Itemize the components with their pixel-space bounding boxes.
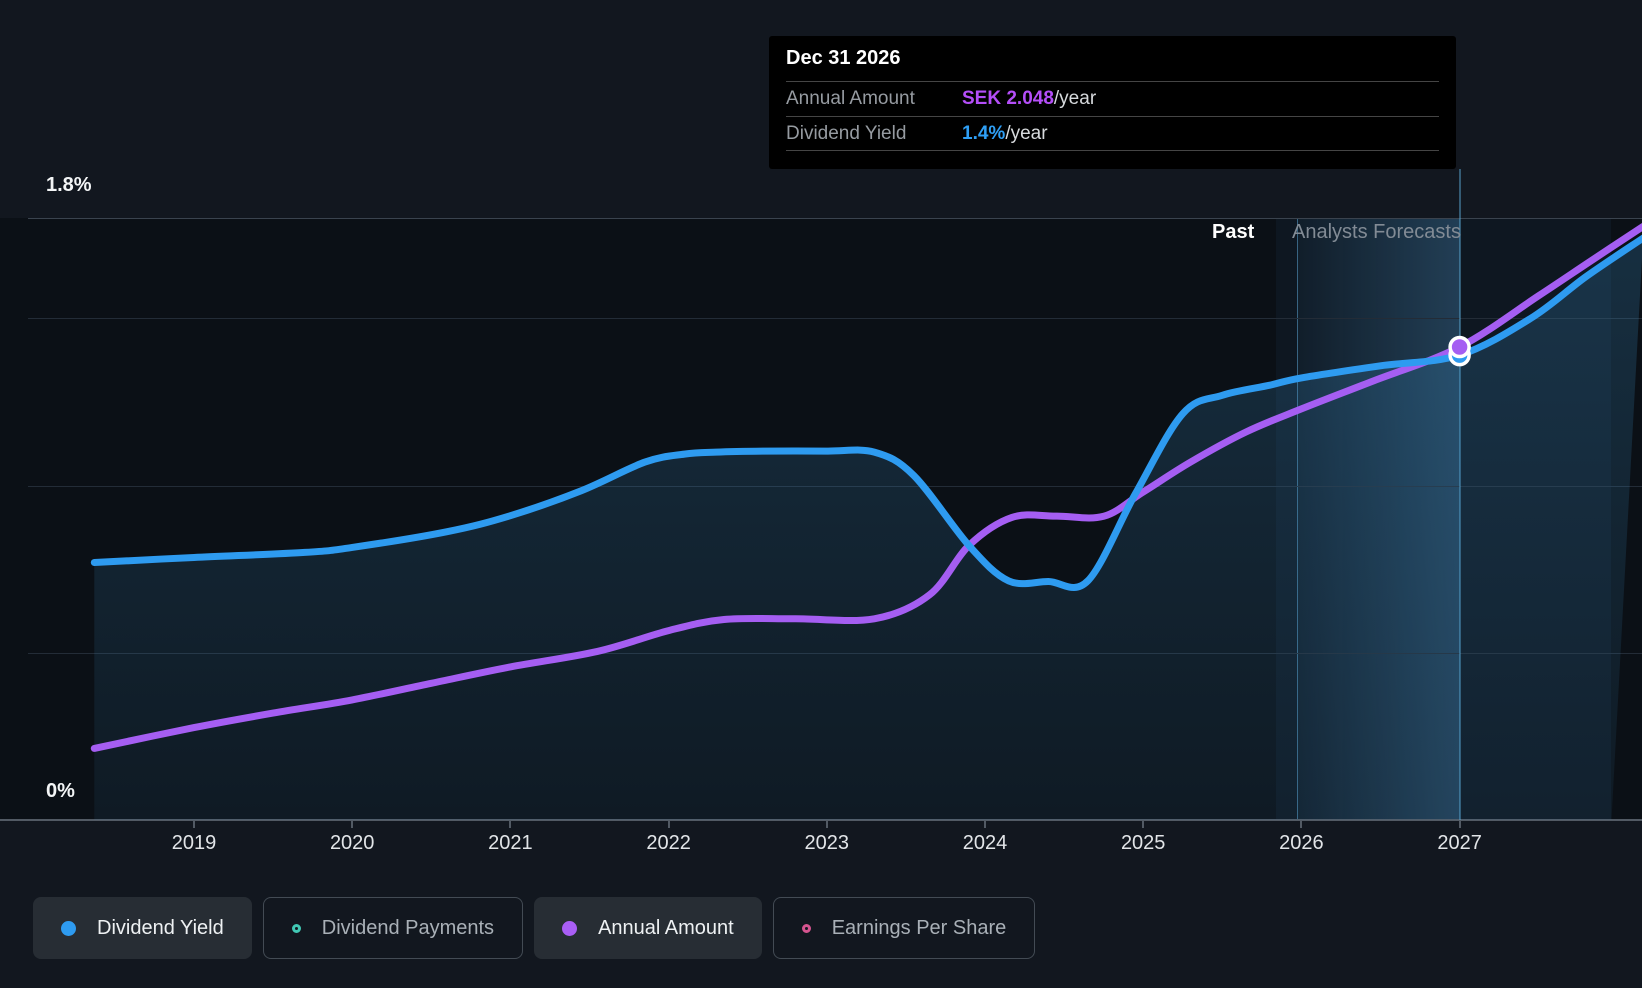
legend-earnings-per-share-button[interactable]: Earnings Per Share (772, 897, 1036, 959)
gridline-1-8pct (28, 218, 1642, 219)
legend-label: Earnings Per Share (831, 916, 1007, 939)
x-tick-2020: 2020 (329, 832, 375, 854)
tooltip-value: SEK 2.048 (962, 88, 1054, 109)
forecast-highlight-band (1296, 218, 1460, 820)
tooltip-row-dividend-yield: Dividend Yield 1.4% /year (786, 116, 1439, 151)
x-tick-2027: 2027 (1437, 832, 1482, 854)
gridline-0-5pct (28, 653, 1642, 654)
tooltip-suffix: /year (1053, 88, 1097, 109)
earnings-per-share-ring-icon (801, 923, 811, 933)
legend-annual-amount-button[interactable]: Annual Amount (534, 897, 762, 959)
x-tick-2019: 2019 (171, 832, 217, 854)
legend-dividend-payments-button[interactable]: Dividend Payments (262, 897, 524, 959)
legend: Dividend Yield Dividend Payments Annual … (33, 897, 1036, 959)
tooltip-label: Annual Amount (786, 88, 915, 109)
hover-tooltip: Dec 31 2026 Annual Amount SEK 2.048 /yea… (769, 36, 1456, 169)
axis-tickmark (825, 821, 828, 828)
tooltip-label: Dividend Yield (786, 122, 907, 144)
x-tick-2025: 2025 (1120, 832, 1166, 854)
x-tick-2021: 2021 (488, 832, 533, 854)
dividend-payments-ring-icon (291, 923, 301, 933)
x-tick-2022: 2022 (646, 832, 691, 854)
x-axis-line (0, 819, 1642, 821)
past-label: Past (1212, 221, 1255, 243)
legend-label: Dividend Payments (321, 916, 495, 939)
annual-amount-dot-icon (562, 920, 578, 936)
legend-label: Dividend Yield (97, 916, 224, 939)
axis-tickmark (509, 821, 512, 828)
x-tick-2026: 2026 (1279, 832, 1324, 854)
axis-tickmark (984, 821, 986, 828)
crosshair-line (1458, 169, 1461, 820)
axis-tickmark (193, 821, 195, 828)
gridline-1-0pct (28, 486, 1642, 487)
y-axis-label-zero: 0% (46, 780, 75, 802)
legend-label: Annual Amount (598, 916, 734, 939)
axis-tickmark (1142, 821, 1145, 828)
y-axis-label-max: 1.8% (46, 174, 92, 196)
gridline-1-5pct (28, 318, 1642, 319)
legend-dividend-yield-button[interactable]: Dividend Yield (33, 897, 252, 959)
axis-tickmark (351, 821, 354, 828)
tooltip-date: Dec 31 2026 (786, 47, 901, 69)
axis-tickmark (1458, 821, 1461, 828)
tooltip-value: 1.4% (962, 122, 1006, 144)
analysts-forecasts-label: Analysts Forecasts (1292, 221, 1461, 243)
x-tick-2024: 2024 (962, 832, 1008, 854)
tooltip-row-annual-amount: Annual Amount SEK 2.048 /year (786, 81, 1439, 116)
x-tick-2023: 2023 (804, 832, 850, 854)
dividend-yield-dot-icon (61, 920, 76, 936)
axis-tickmark (667, 821, 670, 828)
axis-tickmark (1300, 821, 1303, 828)
tooltip-suffix: /year (1005, 122, 1048, 144)
